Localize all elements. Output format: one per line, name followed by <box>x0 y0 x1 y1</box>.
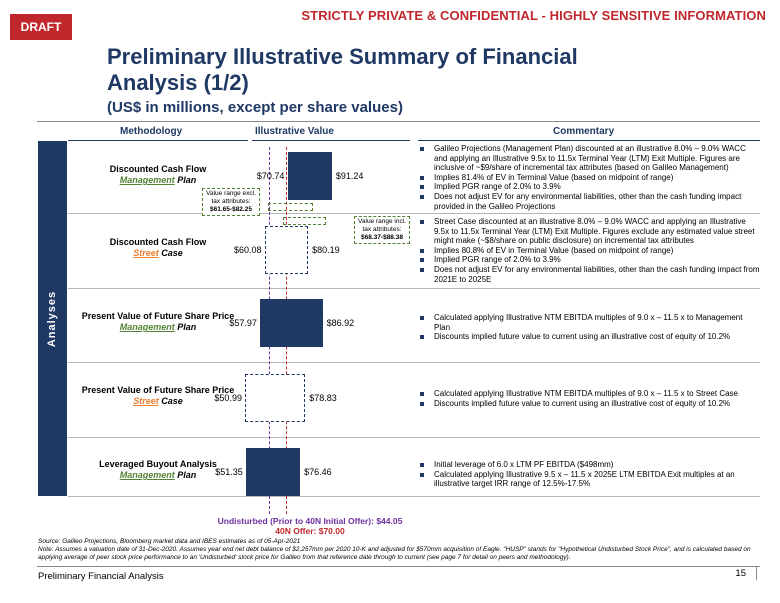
commentary-bullet: Implies 80.8% of EV in Terminal Value (b… <box>418 246 760 256</box>
method-pv-street: Present Value of Future Share Price Stre… <box>81 385 235 406</box>
method-lbo-management: Leveraged Buyout Analysis Management Pla… <box>99 459 217 480</box>
footer-section-title: Preliminary Financial Analysis <box>38 571 164 582</box>
analyses-side-label: Analyses <box>38 141 67 496</box>
range-high-label: $76.46 <box>304 467 332 477</box>
range-high-label: $91.24 <box>335 171 364 181</box>
range-low-label: $51.35 <box>215 467 243 477</box>
method-pv-management: Present Value of Future Share Price Mana… <box>81 311 235 332</box>
commentary-bullet: Street Case discounted at an illustrativ… <box>418 217 760 246</box>
column-rule-methodology <box>68 140 248 141</box>
column-header-methodology: Methodology <box>120 126 183 137</box>
commentary-dcf-management: Galileo Projections (Management Plan) di… <box>418 144 760 211</box>
excl-tax-range-marker <box>268 203 313 211</box>
value-range-bar <box>287 152 332 200</box>
value-range-bar <box>245 374 306 422</box>
row-divider <box>68 437 760 438</box>
offer-price-label: 40N Offer: $70.00 <box>275 526 345 536</box>
row-divider <box>68 496 760 497</box>
commentary-bullet: Does not adjust EV for any environmental… <box>418 192 760 211</box>
method-dcf-street: Discounted Cash Flow Street Case <box>109 237 207 258</box>
range-high-label: $86.92 <box>326 318 355 328</box>
column-header-illustrative-value: Illustrative Value <box>255 126 334 137</box>
column-header-commentary: Commentary <box>553 126 615 137</box>
row-divider <box>68 288 760 289</box>
draft-badge: DRAFT <box>10 14 72 40</box>
commentary-dcf-street: Street Case discounted at an illustrativ… <box>418 217 760 284</box>
row-divider <box>68 362 760 363</box>
value-range-bar <box>264 226 309 274</box>
range-low-label: $70.74 <box>256 171 285 181</box>
commentary-bullet: Discounts implied future value to curren… <box>418 399 760 409</box>
range-high-label: $78.83 <box>309 393 337 403</box>
incl-tax-range-marker <box>282 217 326 225</box>
commentary-bullet: Calculated applying Illustrative NTM EBI… <box>418 313 760 332</box>
incl-tax-callout: Value range incl. tax attributes: $68.37-$… <box>354 216 410 244</box>
confidentiality-banner: STRICTLY PRIVATE & CONFIDENTIAL - HIGHLY… <box>301 8 766 23</box>
commentary-bullet: Discounts implied future value to curren… <box>418 332 760 342</box>
range-low-label: $50.99 <box>214 393 242 403</box>
undisturbed-price-label: Undisturbed (Prior to 40N Initial Offer)… <box>217 516 403 526</box>
range-low-label: $60.08 <box>233 245 262 255</box>
row-divider <box>68 213 760 214</box>
top-divider <box>37 121 760 122</box>
commentary-bullet: Galileo Projections (Management Plan) di… <box>418 144 760 173</box>
commentary-bullet: Implied PGR range of 2.0% to 3.9% <box>418 255 760 265</box>
page-title: Preliminary Illustrative Summary of Fina… <box>107 44 578 95</box>
value-range-bar <box>260 299 323 347</box>
value-range-bar <box>246 448 301 496</box>
column-rule-value <box>252 140 410 141</box>
page-number: 15 <box>735 568 746 579</box>
commentary-bullet: Does not adjust EV for any environmental… <box>418 265 760 284</box>
footer-divider <box>37 566 760 567</box>
method-dcf-management: Discounted Cash Flow Management Plan <box>109 164 207 185</box>
excl-tax-callout: Value range excl. tax attributes: $61.65-$… <box>202 188 260 216</box>
page-subtitle: (US$ in millions, except per share value… <box>107 99 403 116</box>
commentary-bullet: Implied PGR range of 2.0% to 3.9% <box>418 182 760 192</box>
column-rule-commentary <box>418 140 760 141</box>
commentary-bullet: Initial leverage of 6.0 x LTM PF EBITDA … <box>418 460 760 470</box>
commentary-lbo-management: Initial leverage of 6.0 x LTM PF EBITDA … <box>418 460 760 489</box>
footer-tick <box>756 566 757 580</box>
commentary-pv-street: Calculated applying Illustrative NTM EBI… <box>418 389 760 408</box>
note-footnote: Note: Assumes a valuation date of 31-Dec… <box>38 546 751 561</box>
commentary-bullet: Implies 81.4% of EV in Terminal Value (b… <box>418 173 760 183</box>
commentary-pv-management: Calculated applying Illustrative NTM EBI… <box>418 313 760 342</box>
range-low-label: $57.97 <box>229 318 257 328</box>
source-footnote: Source: Galileo Projections, Bloomberg m… <box>38 538 301 545</box>
range-high-label: $80.19 <box>312 245 340 255</box>
commentary-bullet: Calculated applying Illustrative NTM EBI… <box>418 389 760 399</box>
commentary-bullet: Calculated applying Illustrative 9.5 x –… <box>418 470 760 489</box>
